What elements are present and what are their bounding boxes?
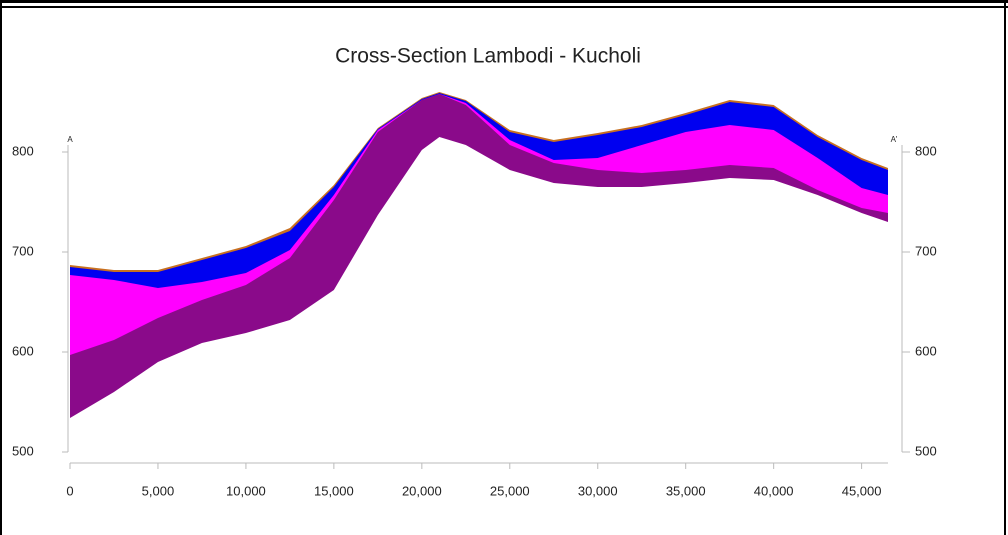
y2-tick-label: 600: [915, 343, 937, 358]
y2-tick-label: 700: [915, 243, 937, 258]
x-tick-label: 30,000: [578, 483, 618, 498]
x-tick-label: 35,000: [666, 483, 706, 498]
border-right: [1004, 0, 1006, 535]
x-tick-label: 0: [66, 483, 73, 498]
annotation: A: [67, 135, 73, 144]
y-tick-label: 800: [12, 143, 34, 158]
x-tick-label: 45,000: [842, 483, 882, 498]
x-tick-label: 10,000: [226, 483, 266, 498]
y-tick-label: 600: [12, 343, 34, 358]
y2-tick-label: 500: [915, 443, 937, 458]
plot: [70, 92, 888, 454]
x-tick-label: 5,000: [142, 483, 175, 498]
x-tick-label: 15,000: [314, 483, 354, 498]
x-tick-label: 40,000: [754, 483, 794, 498]
border-top-inner: [0, 6, 1008, 8]
annotation: A': [891, 135, 898, 144]
chart-title: Cross-Section Lambodi - Kucholi: [335, 45, 641, 68]
layer-area: [70, 137, 888, 454]
y-tick-label: 700: [12, 243, 34, 258]
border-left: [0, 0, 2, 535]
x-tick-label: 20,000: [402, 483, 442, 498]
y2-tick-label: 800: [915, 143, 937, 158]
y-tick-label: 500: [12, 443, 34, 458]
x-tick-label: 25,000: [490, 483, 530, 498]
border-top: [0, 0, 1008, 3]
